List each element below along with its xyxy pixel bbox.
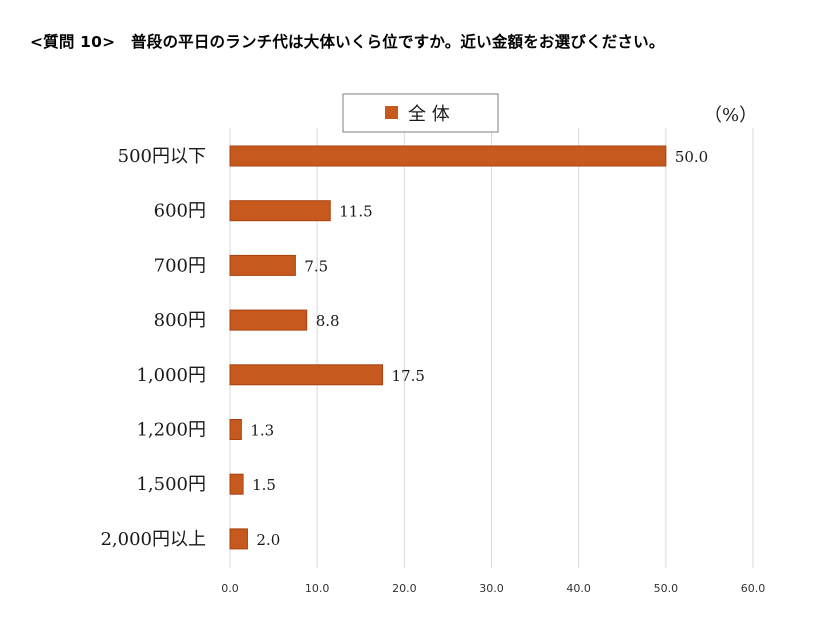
- category-labels: 500円以下 600円 700円 800円 1,000円 1,200円 1,500円 2,00…: [100, 146, 206, 550]
- legend-box: [342, 93, 499, 133]
- category-label: 500円以下: [118, 146, 206, 167]
- value-label: 1.5: [252, 476, 276, 494]
- value-label: 7.5: [304, 257, 328, 275]
- value-label: 8.8: [316, 312, 340, 330]
- grid-lines: [229, 128, 754, 568]
- legend: 全 体: [342, 93, 499, 133]
- legend-label: 全 体: [408, 104, 450, 125]
- bar: [229, 473, 244, 495]
- x-tick-label: 40.0: [566, 582, 591, 595]
- legend-swatch: [385, 106, 398, 119]
- value-labels: 50.0 11.5 7.5 8.8 17.5 1.3 1.5 2.0: [250, 148, 708, 549]
- category-label: 800円: [154, 310, 206, 331]
- x-tick-label: 10.0: [305, 582, 330, 595]
- value-label: 50.0: [675, 148, 708, 166]
- category-label: 700円: [154, 255, 206, 276]
- bar: [229, 419, 242, 440]
- category-label: 1,200円: [136, 420, 206, 441]
- bar: [229, 364, 384, 386]
- value-label: 17.5: [392, 367, 425, 385]
- category-label: 1,000円: [136, 365, 206, 386]
- bar: [229, 309, 308, 331]
- x-axis-tick-labels: 0.0 10.0 20.0 30.0 40.0 50.0 60.0: [221, 582, 765, 595]
- category-label: 2,000円以上: [100, 529, 206, 550]
- value-label: 11.5: [339, 203, 372, 221]
- x-tick-label: 20.0: [392, 582, 417, 595]
- bars: [229, 145, 667, 550]
- bar: [229, 254, 296, 276]
- x-tick-label: 60.0: [741, 582, 766, 595]
- bar: [229, 200, 331, 222]
- x-tick-label: 30.0: [479, 582, 504, 595]
- question-title: <質問 10> 普段の平日のランチ代は大体いくら位ですか。近い金額をお選びくださ…: [30, 33, 665, 51]
- category-label: 600円: [154, 201, 206, 222]
- bar: [229, 528, 248, 550]
- x-tick-label: 0.0: [221, 582, 239, 595]
- value-label: 2.0: [256, 531, 280, 549]
- x-tick-label: 50.0: [654, 582, 679, 595]
- value-label: 1.3: [250, 422, 274, 440]
- category-label: 1,500円: [136, 474, 206, 495]
- unit-label: （%）: [704, 105, 757, 126]
- bar: [229, 145, 667, 167]
